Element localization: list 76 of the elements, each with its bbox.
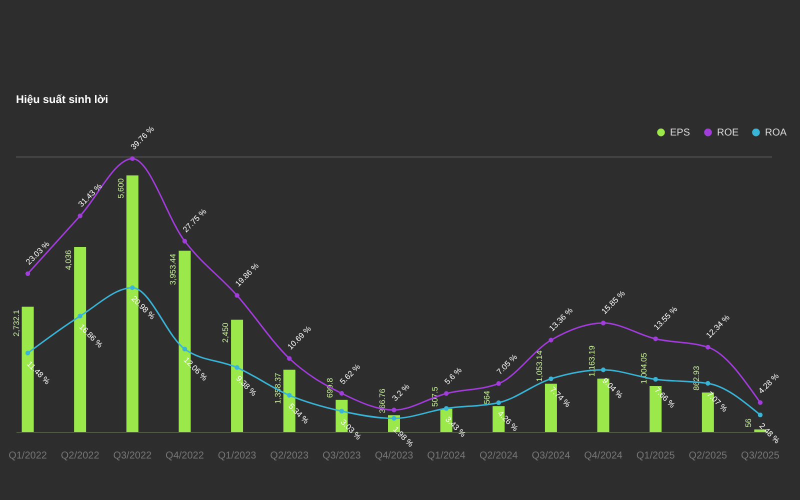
data-label: 9.04 % — [600, 376, 624, 400]
x-tick-label: Q1/2023 — [218, 450, 257, 462]
data-label: 7.07 % — [705, 390, 730, 414]
point — [339, 391, 344, 396]
point — [78, 214, 82, 218]
point — [339, 408, 344, 414]
x-tick-label: Q4/2024 — [584, 450, 623, 462]
point — [182, 346, 188, 352]
point — [600, 368, 606, 372]
data-label: 9.38 % — [234, 374, 258, 398]
x-tick-label: Q1/2022 — [8, 450, 48, 462]
point — [600, 320, 606, 326]
point — [653, 376, 658, 382]
data-label: 7.05 % — [495, 352, 520, 376]
data-label: 1,004.05 — [640, 352, 649, 384]
x-tick-label: Q1/2024 — [427, 450, 466, 462]
x-tick-label: Q3/2022 — [113, 450, 152, 462]
x-tick-label: Q2/2025 — [688, 450, 728, 462]
point — [287, 392, 292, 398]
point — [496, 400, 501, 406]
data-label: 56 — [744, 418, 754, 428]
data-label: 5.6 % — [442, 366, 464, 386]
data-label: 1.98 % — [391, 424, 416, 449]
point — [444, 391, 449, 396]
x-tick-label: Q3/2023 — [322, 450, 362, 462]
x-tick-label: Q3/2025 — [741, 450, 780, 462]
data-label: 507.5 — [430, 386, 440, 407]
point — [758, 400, 763, 405]
point — [25, 350, 30, 356]
data-label: 4,036 — [64, 249, 74, 270]
point — [182, 238, 188, 244]
data-label: 3.43 % — [443, 414, 468, 439]
data-label: 862.93 — [692, 365, 701, 390]
data-label: 3.03 % — [338, 418, 363, 442]
data-label: 1,053.14 — [534, 350, 544, 382]
data-label: 5,600 — [116, 178, 126, 198]
point — [287, 356, 292, 361]
data-label: 3,953.44 — [168, 253, 178, 285]
data-label: 1,163.19 — [587, 344, 596, 377]
point — [130, 285, 135, 290]
x-tick-label: Q4/2022 — [166, 450, 204, 462]
data-label: 4.26 % — [496, 409, 520, 434]
legend-label: EPS — [670, 127, 690, 138]
x-tick-label: Q2/2022 — [60, 450, 100, 462]
data-label: 4.28 % — [756, 372, 781, 396]
data-label: 2,450 — [221, 322, 230, 343]
x-tick-label: Q4/2023 — [374, 450, 414, 462]
data-label: 564 — [482, 390, 492, 404]
point — [392, 408, 396, 412]
point — [758, 412, 763, 418]
point — [706, 381, 710, 386]
point — [392, 416, 396, 421]
point — [548, 338, 554, 342]
point — [444, 406, 449, 411]
legend-label: ROA — [765, 127, 787, 138]
point — [548, 376, 554, 382]
point — [25, 271, 30, 276]
legend-label: ROE — [717, 127, 739, 138]
point — [706, 344, 710, 350]
x-tick-label: Q2/2024 — [479, 450, 518, 462]
data-label: 3.2 % — [390, 382, 412, 403]
point — [653, 336, 658, 342]
data-label: 2.48 % — [757, 421, 782, 446]
x-tick-label: Q2/2023 — [270, 450, 309, 462]
chart-title: Hiệu suất sinh lời — [16, 94, 108, 106]
x-tick-label: Q1/2025 — [636, 450, 676, 462]
point — [234, 365, 240, 370]
data-label: 2,732.1 — [12, 309, 21, 336]
data-label: 366.76 — [378, 388, 387, 414]
point — [234, 293, 240, 298]
point — [78, 314, 82, 318]
data-label: 699.8 — [326, 377, 335, 398]
x-tick-label: Q3/2024 — [532, 450, 571, 462]
point — [130, 156, 135, 161]
point — [496, 381, 501, 386]
data-label: 1,358.37 — [273, 372, 282, 404]
